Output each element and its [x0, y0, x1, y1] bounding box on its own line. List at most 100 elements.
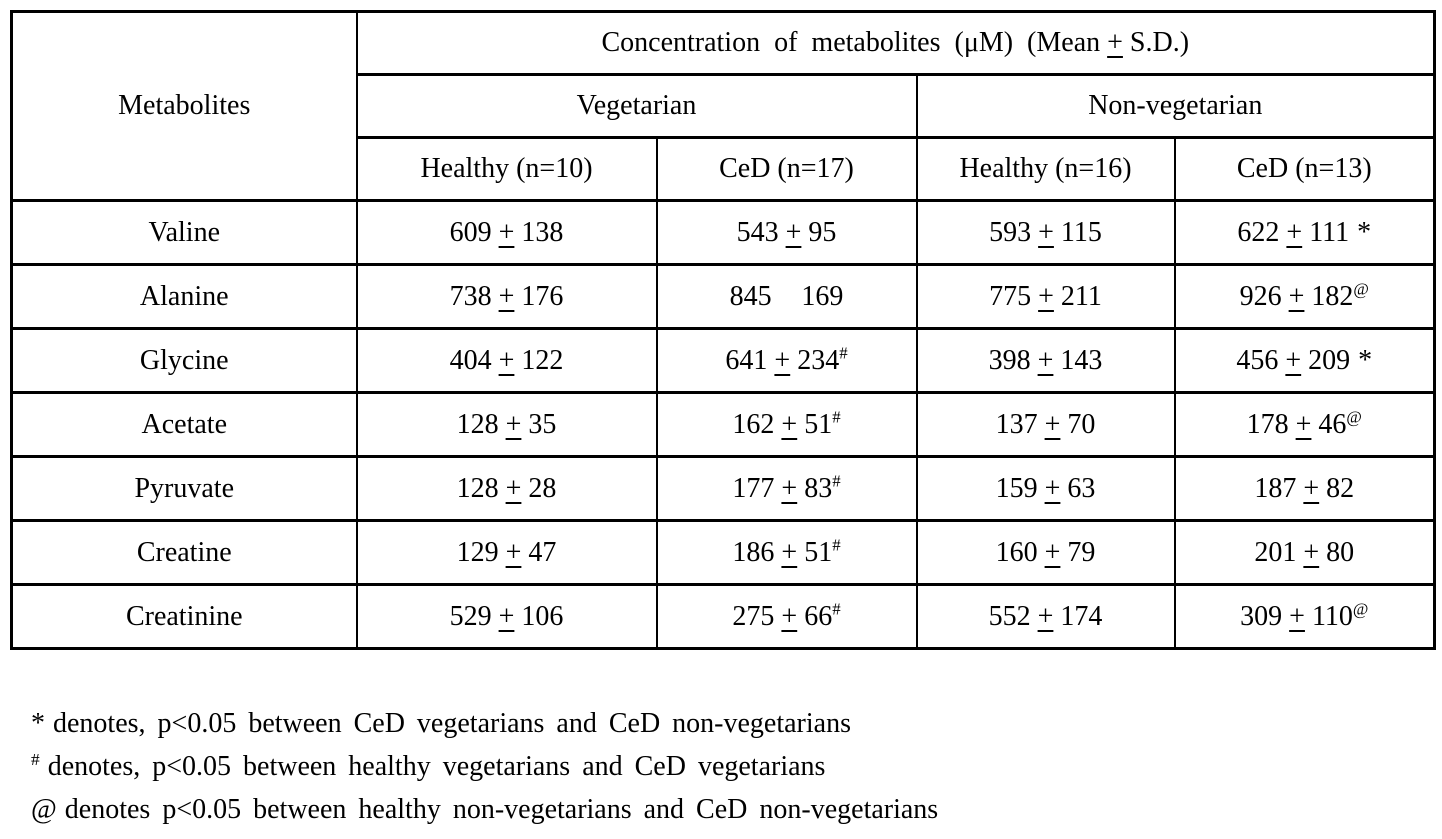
mean-value: 622 [1237, 216, 1280, 248]
sd-value: 115 [1060, 216, 1102, 248]
value-cell: 129 +47 [355, 519, 658, 586]
mean-value: 775 [989, 280, 1032, 312]
footnote-line: @ denotes p<0.05 between healthy non-vege… [31, 788, 1433, 831]
sd-value: 209 [1308, 344, 1351, 376]
mean-value: 128 [456, 472, 499, 504]
value-cell: 177 +83# [655, 455, 918, 522]
significance-marker: * [1358, 344, 1373, 376]
value-cell: 543 +95 [655, 199, 918, 266]
plus-minus-sign: + [1044, 536, 1061, 568]
sd-value: 70 [1067, 408, 1096, 440]
value-cell: 609 +138 [355, 199, 658, 266]
concentration-header: Concentration of metabolites (μM) (Mean +… [355, 10, 1436, 76]
value-cell: 159 +63 [915, 455, 1176, 522]
value-cell: 529 +106 [355, 583, 658, 650]
sd-value: 46 [1318, 408, 1347, 440]
sd-value: 80 [1326, 536, 1355, 568]
value-cell: 186 +51# [655, 519, 918, 586]
mean-value: 129 [456, 536, 499, 568]
sd-value: 234 [797, 344, 840, 376]
mean-value: 593 [989, 216, 1032, 248]
mean-value: 456 [1236, 344, 1279, 376]
metabolite-name: Pyruvate [10, 455, 358, 522]
table-row: Valine 609 +138 543 +95 593 +115 622 +111 * [10, 199, 1436, 266]
value-cell: 398 +143 [915, 327, 1176, 394]
sd-value: 110 [1311, 600, 1353, 632]
value-cell: 593 +115 [915, 199, 1176, 266]
sd-value: 66 [804, 600, 833, 632]
mean-value: 275 [732, 600, 775, 632]
plus-minus-sign: + [1037, 344, 1054, 376]
table-row: Acetate 128 +35 162 +51# 137 +70 178 +46@ [10, 391, 1436, 458]
value-cell: 845+169 [655, 263, 918, 330]
sd-value: 174 [1060, 600, 1103, 632]
significance-marker: * [1357, 216, 1372, 248]
plus-minus-sign: + [774, 344, 791, 376]
metabolites-column-header: Metabolites [10, 10, 358, 202]
mean-value: 178 [1246, 408, 1289, 440]
sd-value: 95 [808, 216, 837, 248]
plus-minus-sign: + [1044, 408, 1061, 440]
mean-value: 137 [995, 408, 1038, 440]
value-cell: 552 +174 [915, 583, 1176, 650]
value-cell: 187 +82 [1173, 455, 1436, 522]
plus-minus-sign: + [781, 536, 798, 568]
table-body: Valine 609 +138 543 +95 593 +115 622 +111 * Alanin… [10, 199, 1436, 650]
sd-value: 143 [1060, 344, 1103, 376]
plus-minus-sign: + [498, 344, 515, 376]
sd-value: 169 [801, 280, 844, 312]
metabolite-name: Valine [10, 199, 358, 266]
footnotes: * denotes, p<0.05 between CeD vegetarians… [31, 702, 1433, 831]
significance-marker: # [832, 471, 841, 491]
table-header: Metabolites Concentration of metabolites… [10, 10, 1436, 202]
header-row-subgroups: Healthy (n=10) CeD (n=17) Healthy (n=16)… [12, 136, 1436, 202]
plus-minus-sign: + [1295, 408, 1312, 440]
footnote-text: denotes p<0.05 between healthy non-veget… [64, 794, 939, 825]
footnote-symbol: @ [31, 794, 57, 825]
sd-value: 63 [1067, 472, 1096, 504]
plus-minus-sign: + [1289, 600, 1305, 632]
concentration-header-text: Concentration of metabolites (μM) (Mean [601, 27, 1101, 58]
value-cell: 178 +46@ [1173, 391, 1436, 458]
mean-value: 186 [732, 536, 775, 568]
concentration-header-text-end: S.D.) [1129, 27, 1190, 58]
group-header-vegetarian: Vegetarian [355, 73, 918, 139]
sd-value: 182 [1311, 280, 1354, 312]
mean-value: 529 [449, 600, 492, 632]
sd-value: 111 [1309, 216, 1350, 248]
sd-value: 51 [804, 536, 833, 568]
mean-value: 160 [995, 536, 1038, 568]
significance-marker: # [832, 599, 841, 619]
significance-marker: @ [1346, 407, 1362, 427]
value-cell: 128 +28 [355, 455, 658, 522]
footnote-line: # denotes, p<0.05 between healthy vegetar… [31, 745, 1433, 788]
mean-value: 177 [732, 472, 775, 504]
metabolite-name: Creatine [10, 519, 358, 586]
plus-minus-sign: + [785, 216, 802, 248]
plus-minus-sign: + [498, 216, 515, 248]
plus-minus-sign: + [1303, 472, 1320, 504]
value-cell: 309 +110@ [1173, 583, 1436, 650]
mean-value: 159 [995, 472, 1038, 504]
value-cell: 128 +35 [355, 391, 658, 458]
mean-value: 641 [725, 344, 768, 376]
value-cell: 622 +111 * [1173, 199, 1436, 266]
metabolite-name: Glycine [10, 327, 358, 394]
sd-value: 211 [1060, 280, 1102, 312]
metabolite-name: Creatinine [10, 583, 358, 650]
mean-value: 201 [1254, 536, 1297, 568]
mean-value: 543 [736, 216, 779, 248]
table-row: Pyruvate 128 +28 177 +83# 159 +63 187 +82 [10, 455, 1436, 522]
plus-minus-sign: + [1303, 536, 1320, 568]
mean-value: 187 [1254, 472, 1297, 504]
plus-minus-sign: + [781, 472, 798, 504]
plus-minus-sign: + [505, 472, 522, 504]
value-cell: 775 +211 [915, 263, 1176, 330]
value-cell: 162 +51# [655, 391, 918, 458]
metabolite-name: Alanine [10, 263, 358, 330]
plus-minus-sign: + [1038, 216, 1054, 248]
significance-marker: # [832, 535, 841, 555]
header-row-groups: Vegetarian Non-vegetarian [12, 73, 1436, 139]
value-cell: 404 +122 [355, 327, 658, 394]
